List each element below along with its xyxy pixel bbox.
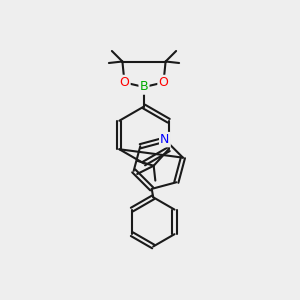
Text: B: B bbox=[140, 80, 148, 94]
Text: O: O bbox=[159, 76, 168, 89]
Text: N: N bbox=[160, 133, 170, 146]
Text: O: O bbox=[120, 76, 129, 89]
